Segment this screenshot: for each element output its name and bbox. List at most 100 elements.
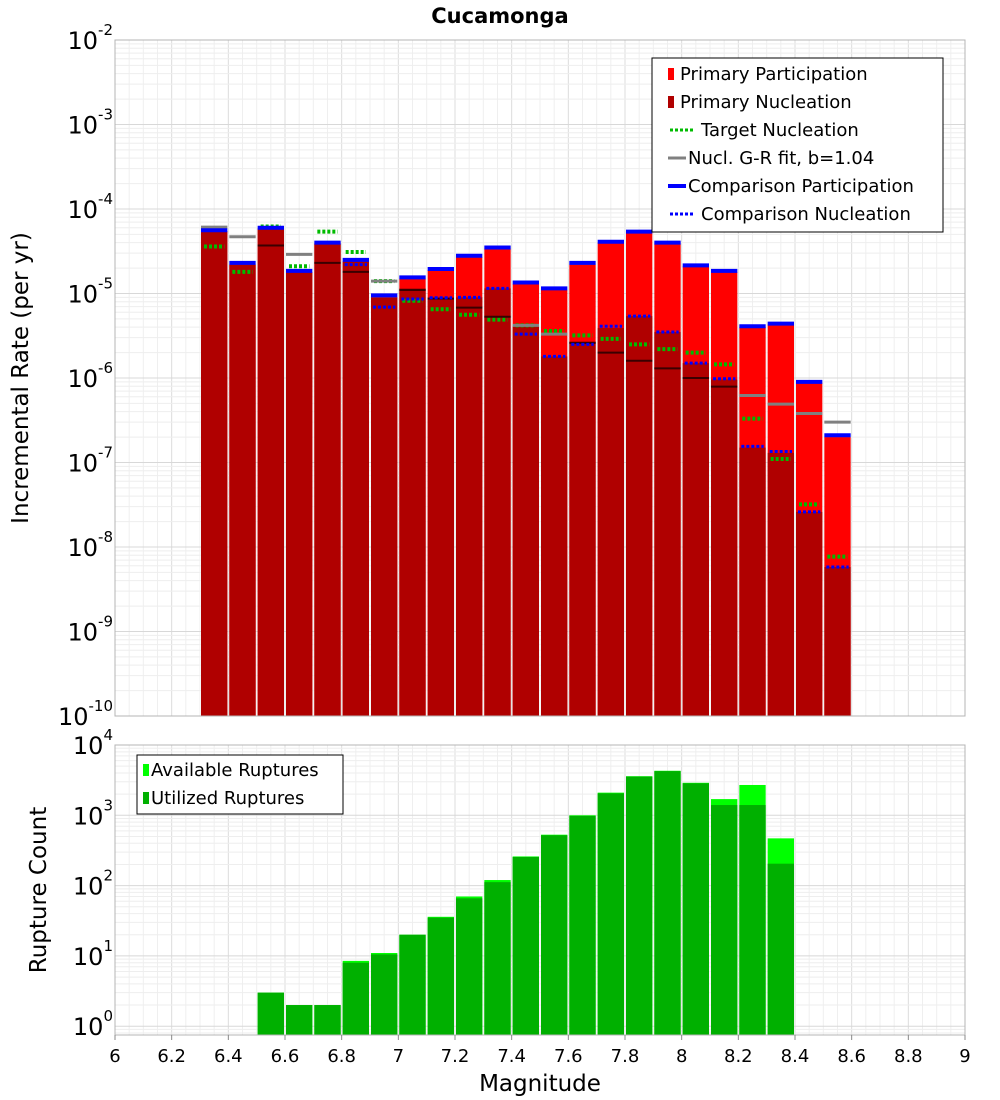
- x-tick-label: 8: [676, 1046, 687, 1067]
- y-tick-label: 104: [73, 726, 113, 760]
- bar-utilized-ruptures: [682, 783, 709, 1035]
- bar-primary-nucleation: [512, 326, 539, 716]
- bar-primary-nucleation: [257, 228, 284, 716]
- bar-primary-nucleation: [484, 288, 511, 716]
- top-lines: [201, 224, 851, 569]
- y-tick-label: 10-4: [67, 190, 113, 224]
- bar-utilized-ruptures: [484, 882, 511, 1035]
- bottom-legend: Available Ruptures Utilized Ruptures: [136, 754, 344, 815]
- bar-primary-nucleation: [399, 288, 426, 716]
- top-bars: [201, 228, 851, 717]
- bar-utilized-ruptures: [711, 805, 738, 1035]
- bar-primary-nucleation: [654, 332, 681, 716]
- bottom-y-ticks: 100 101 102 103 104: [73, 726, 113, 1041]
- bar-primary-nucleation: [569, 341, 596, 716]
- legend-label-target-nucleation: Target Nucleation: [700, 120, 859, 141]
- y-tick-label: 10-2: [67, 21, 113, 55]
- y-tick-label: 100: [73, 1007, 113, 1041]
- y-tick-label: 10-10: [58, 697, 113, 731]
- x-tick-label: 7: [393, 1046, 404, 1067]
- x-tick-label: 6.2: [157, 1046, 186, 1067]
- top-grid: [114, 39, 966, 717]
- bar-utilized-ruptures: [286, 1005, 313, 1035]
- top-y-axis-label: Incremental Rate (per yr): [8, 232, 34, 524]
- bar-utilized-ruptures: [767, 863, 794, 1035]
- y-tick-label: 10-8: [67, 528, 113, 562]
- y-tick-label: 10-9: [67, 613, 113, 647]
- bar-primary-nucleation: [597, 328, 624, 716]
- bar-utilized-ruptures: [427, 917, 454, 1035]
- y-tick-label: 10-6: [67, 359, 113, 393]
- x-tick-label: 8.8: [894, 1046, 923, 1067]
- bar-primary-nucleation: [541, 356, 568, 716]
- bar-utilized-ruptures: [512, 857, 539, 1035]
- legend-box: [136, 754, 344, 815]
- bar-primary-nucleation: [739, 447, 766, 716]
- bar-primary-nucleation: [371, 297, 398, 716]
- legend-box: [651, 57, 944, 233]
- x-tick-label: 8.6: [837, 1046, 866, 1067]
- x-tick-label: 6.8: [327, 1046, 356, 1067]
- bar-primary-nucleation: [796, 511, 823, 716]
- y-tick-label: 10-5: [67, 275, 113, 309]
- top-plot-frame: [114, 39, 966, 717]
- x-tick-label: 8.4: [781, 1046, 810, 1067]
- bar-primary-nucleation: [229, 264, 256, 716]
- legend-label-comparison-nucleation: Comparison Nucleation: [701, 204, 911, 225]
- bar-primary-nucleation: [682, 363, 709, 716]
- x-tick-label: 6.6: [271, 1046, 300, 1067]
- bar-utilized-ruptures: [626, 776, 653, 1035]
- x-tick-label: 7.6: [554, 1046, 583, 1067]
- y-tick-label: 102: [73, 867, 113, 901]
- x-ticks: 6 6.2 6.4 6.6 6.8 7 7.2 7.4 7.6 7.8 8 8.2 8.4 8.6 8.8 9: [109, 1035, 971, 1067]
- y-tick-label: 103: [73, 796, 113, 830]
- bottom-plot-frame: [114, 744, 966, 1036]
- x-tick-label: 7.2: [441, 1046, 470, 1067]
- top-legend: Primary Participation Primary Nucleation T…: [651, 57, 944, 233]
- x-tick-label: 7.8: [611, 1046, 640, 1067]
- bar-utilized-ruptures: [371, 954, 398, 1035]
- x-tick-label: 8.2: [724, 1046, 753, 1067]
- bar-utilized-ruptures: [456, 898, 483, 1035]
- bar-primary-nucleation: [342, 261, 369, 716]
- chart-title: Cucamonga: [431, 4, 568, 28]
- bar-primary-nucleation: [314, 243, 341, 716]
- legend-label-primary-participation: Primary Participation: [680, 64, 868, 85]
- legend-swatch-utilized-ruptures: [143, 792, 149, 804]
- bottom-y-axis-label: Rupture Count: [26, 807, 52, 973]
- legend-swatch-primary-nucleation: [668, 96, 674, 108]
- bar-primary-nucleation: [201, 230, 228, 717]
- top-y-ticks: 10-10 10-9 10-8 10-7 10-6 10-5 10-4 10-3 10-2: [58, 21, 113, 731]
- rupture-chart: 100 101 102 103 104 6 6.2 6.4 6.6 6.8 7 7.2 7.4 7.6 7…: [26, 726, 971, 1097]
- bar-primary-nucleation: [711, 379, 738, 716]
- bar-primary-nucleation: [824, 566, 851, 716]
- bar-utilized-ruptures: [314, 1005, 341, 1035]
- x-tick-label: 9: [959, 1046, 970, 1067]
- bar-utilized-ruptures: [739, 805, 766, 1035]
- y-tick-label: 10-3: [67, 106, 113, 140]
- bar-utilized-ruptures: [342, 962, 369, 1035]
- bottom-bars: [257, 770, 794, 1035]
- legend-label-utilized-ruptures: Utilized Ruptures: [151, 788, 304, 809]
- x-tick-label: 7.4: [497, 1046, 526, 1067]
- x-tick-label: 6.4: [214, 1046, 243, 1067]
- bar-primary-nucleation: [626, 316, 653, 716]
- bar-primary-nucleation: [767, 452, 794, 716]
- legend-label-primary-nucleation: Primary Nucleation: [680, 92, 852, 113]
- bar-utilized-ruptures: [569, 815, 596, 1035]
- bar-utilized-ruptures: [597, 793, 624, 1035]
- bar-primary-nucleation: [286, 271, 313, 716]
- bar-primary-nucleation: [427, 297, 454, 716]
- legend-label-nucl-g-r-fit-b-1-04: Nucl. G-R fit, b=1.04: [688, 148, 874, 169]
- legend-swatch-primary-participation: [668, 68, 674, 80]
- bar-utilized-ruptures: [257, 992, 284, 1035]
- y-tick-label: 10-7: [67, 444, 113, 478]
- legend-label-available-ruptures: Available Ruptures: [151, 760, 319, 781]
- legend-label-comparison-participation: Comparison Participation: [688, 176, 914, 197]
- x-axis-label: Magnitude: [479, 1071, 601, 1097]
- bar-primary-nucleation: [456, 297, 483, 716]
- bar-utilized-ruptures: [654, 771, 681, 1035]
- legend-swatch-available-ruptures: [143, 764, 149, 776]
- rate-chart: Cucamonga 10-1010-910-810-710-610-510-41…: [8, 4, 966, 731]
